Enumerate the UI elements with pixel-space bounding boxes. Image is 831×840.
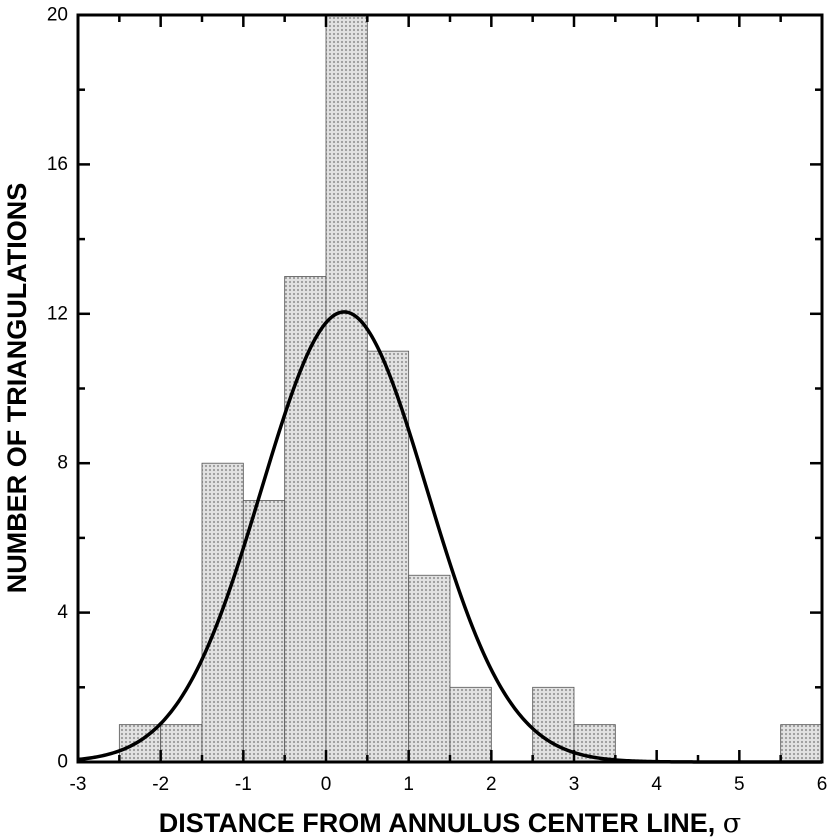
histogram-bar xyxy=(242,500,286,763)
histogram-bar xyxy=(408,574,451,763)
x-axis-title-text: DISTANCE FROM ANNULUS CENTER LINE, xyxy=(159,808,716,838)
y-tick-label: 20 xyxy=(47,5,68,26)
histogram-bar xyxy=(284,276,327,763)
x-tick-label: -3 xyxy=(70,774,87,795)
x-tick-label: 2 xyxy=(486,774,497,795)
x-axis-title: DISTANCE FROM ANNULUS CENTER LINE, σ xyxy=(159,808,741,839)
y-tick-label: 4 xyxy=(57,602,68,623)
x-tick-label: -2 xyxy=(152,774,169,795)
y-tick-labels: 0 4 8 12 16 20 xyxy=(47,5,69,773)
x-tick-label: 3 xyxy=(569,774,580,795)
histogram-bar xyxy=(160,724,203,763)
x-tick-label: 0 xyxy=(321,774,332,795)
histogram-bar xyxy=(449,686,492,763)
sigma-symbol: σ xyxy=(723,808,741,839)
y-tick-label: 0 xyxy=(57,752,68,773)
x-tick-label: 5 xyxy=(734,774,745,795)
x-tick-labels: -3 -2 -1 0 1 2 3 4 5 6 xyxy=(70,774,828,795)
y-axis-title: NUMBER OF TRIANGULATIONS xyxy=(2,183,32,593)
y-tick-label: 12 xyxy=(47,303,68,324)
plot-frame xyxy=(76,13,824,764)
x-tick-label: -1 xyxy=(235,774,252,795)
y-tick-label: 8 xyxy=(57,453,68,474)
x-tick-label: 4 xyxy=(651,774,662,795)
x-tick-label: 6 xyxy=(817,774,828,795)
histogram-bars xyxy=(118,14,823,763)
histogram-bar xyxy=(325,14,368,763)
histogram-bar xyxy=(780,724,823,763)
y-tick-label: 16 xyxy=(47,154,68,175)
x-tick-label: 1 xyxy=(403,774,414,795)
histogram-bar xyxy=(366,350,410,763)
